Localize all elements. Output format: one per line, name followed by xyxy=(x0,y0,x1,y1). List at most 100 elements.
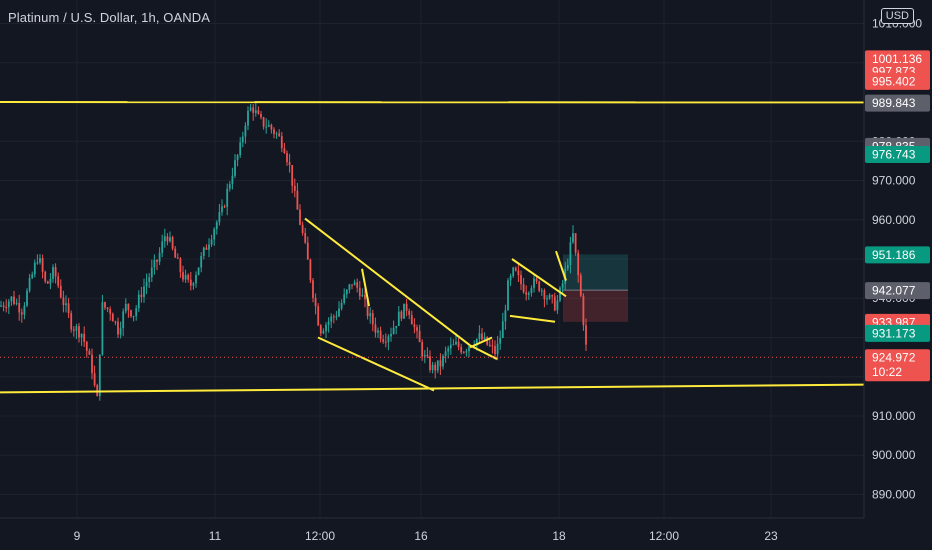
candle-body xyxy=(400,311,403,319)
x-tick-label: 16 xyxy=(414,529,428,543)
candle-body xyxy=(413,324,416,328)
candle-body xyxy=(36,262,39,264)
candle-body xyxy=(460,346,463,353)
candle-body xyxy=(26,290,28,306)
candle-body xyxy=(296,190,299,210)
candle-body xyxy=(57,276,60,286)
x-tick-label: 12:00 xyxy=(649,529,679,543)
candle-body xyxy=(267,124,270,127)
candle-body xyxy=(226,188,229,207)
candle-body xyxy=(512,267,515,277)
candle-body xyxy=(317,306,320,326)
candle-body xyxy=(304,233,307,243)
candle-body xyxy=(187,274,190,280)
candle-body xyxy=(169,237,171,242)
candle-body xyxy=(327,321,330,325)
position-target-zone[interactable] xyxy=(563,254,628,291)
candle-body xyxy=(41,258,44,272)
candle-body xyxy=(273,129,275,134)
candle-body xyxy=(291,165,294,186)
candle-body xyxy=(553,296,556,311)
candle-body xyxy=(260,113,262,118)
x-tick-label: 12:00 xyxy=(305,529,335,543)
price-tag-bg xyxy=(865,72,930,90)
candle-body xyxy=(312,280,314,298)
candle-body xyxy=(228,184,231,189)
candle-body xyxy=(457,341,460,347)
candle-body xyxy=(106,307,109,309)
candle-body xyxy=(145,281,148,287)
candle-body xyxy=(301,224,304,234)
candle-body xyxy=(314,297,317,307)
candle-body xyxy=(345,289,348,295)
candle-body xyxy=(163,236,166,242)
candle-body xyxy=(494,346,496,355)
trendline[interactable] xyxy=(304,217,471,347)
time-axis-background xyxy=(0,518,864,550)
candle-body xyxy=(517,270,520,276)
price-tag: 951.186 xyxy=(872,248,916,262)
candle-body xyxy=(397,311,400,326)
candle-body xyxy=(569,242,572,265)
price-axis-labels: 1001.136997.873995.402989.843978.835976.… xyxy=(865,50,930,382)
candle-body xyxy=(585,325,587,345)
candle-body xyxy=(278,133,281,137)
candle-body xyxy=(546,298,548,300)
candle-body xyxy=(0,305,2,307)
candle-body xyxy=(561,283,564,288)
candle-body xyxy=(132,316,135,318)
candle-body xyxy=(39,258,41,263)
candle-body xyxy=(275,133,278,135)
price-tag-bg xyxy=(865,146,930,164)
candle-body xyxy=(75,326,78,331)
candle-body xyxy=(582,295,585,326)
candle-body xyxy=(221,206,223,213)
candle-body xyxy=(176,257,179,259)
candle-body xyxy=(249,107,252,111)
trendline[interactable] xyxy=(555,250,567,281)
candle-body xyxy=(137,294,140,309)
candle-body xyxy=(379,330,382,340)
candle-body xyxy=(119,328,122,335)
candle-body xyxy=(288,162,291,166)
position-stop-zone[interactable] xyxy=(563,290,628,322)
candle-body xyxy=(468,346,470,352)
candle-body xyxy=(421,342,424,357)
time-axis[interactable]: 9 11 12:00 16 18 12:00 23 xyxy=(0,517,864,550)
candle-body xyxy=(18,302,21,313)
trendline[interactable] xyxy=(511,258,567,298)
candle-body xyxy=(423,355,426,357)
candle-body xyxy=(366,299,369,317)
trendline[interactable] xyxy=(317,336,435,392)
y-tick-label: 900.000 xyxy=(872,448,916,462)
candle-body xyxy=(59,285,62,298)
candle-body xyxy=(135,308,138,317)
candle-body xyxy=(78,326,80,338)
price-tag: 931.173 xyxy=(872,326,916,340)
trendline[interactable] xyxy=(469,336,493,349)
y-tick-label: 910.000 xyxy=(872,409,916,423)
candle-body xyxy=(67,303,70,314)
candle-body xyxy=(486,336,489,345)
candle-body xyxy=(184,274,187,280)
candle-body xyxy=(158,252,161,262)
x-tick-label: 18 xyxy=(552,529,566,543)
candle-body xyxy=(514,267,517,271)
candle-body xyxy=(215,222,218,230)
position-tool[interactable] xyxy=(563,254,628,322)
trendline[interactable] xyxy=(361,268,370,307)
candle-body xyxy=(293,185,296,191)
candle-body xyxy=(174,248,177,258)
candle-body xyxy=(535,278,538,282)
candle-body xyxy=(491,345,494,347)
trendline-drawings[interactable] xyxy=(0,101,865,394)
bar-countdown: 10:22 xyxy=(872,365,902,379)
candle-body xyxy=(280,136,283,149)
currency-button[interactable]: USD xyxy=(880,8,914,24)
candle-body xyxy=(156,259,158,262)
trendline[interactable] xyxy=(509,314,556,323)
candle-body xyxy=(52,267,54,279)
candle-body xyxy=(182,272,184,280)
candle-body xyxy=(306,242,309,260)
